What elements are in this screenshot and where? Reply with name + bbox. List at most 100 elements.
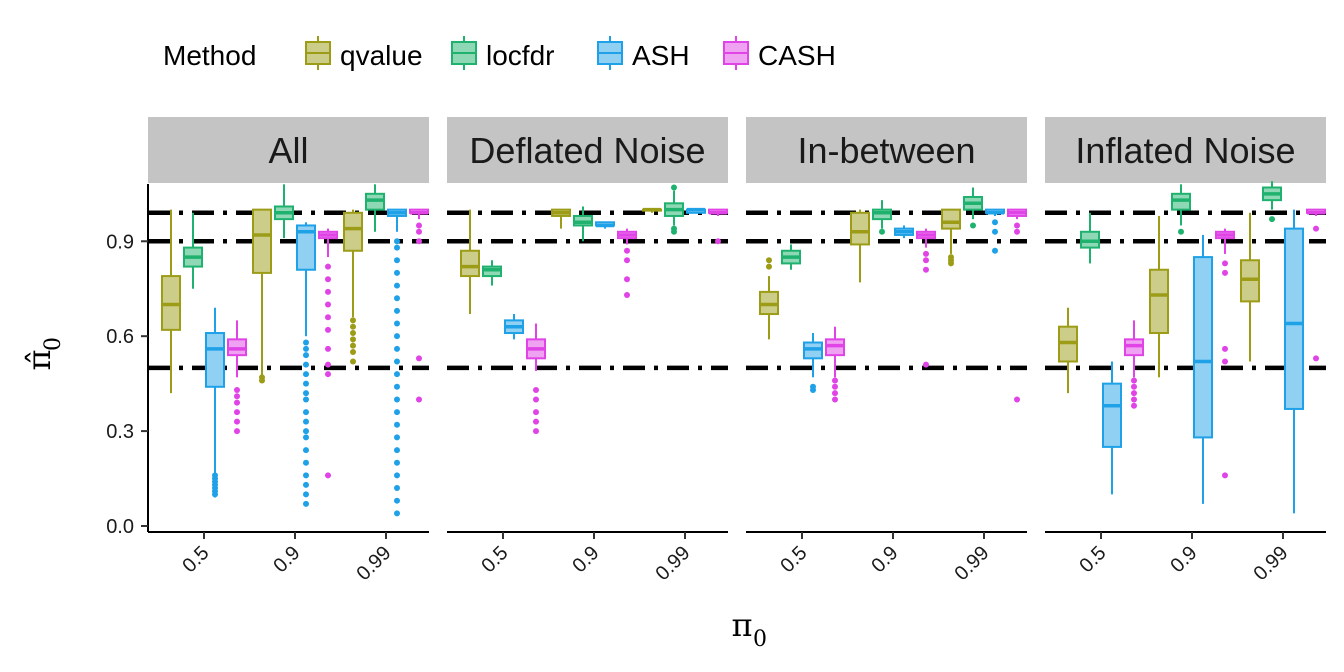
outlier-point [234,409,240,416]
outlier-point [259,374,265,381]
outlier-point [394,396,400,403]
box-ASH-0.99 [387,208,407,517]
legend-label-CASH: CASH [758,40,836,71]
outlier-point [303,472,309,479]
legend-label-qvalue: qvalue [340,40,423,71]
box-locfdr-0.9 [274,184,294,239]
outlier-point [992,228,998,235]
box-iqr [460,249,480,278]
outlier-point [394,421,400,428]
outlier-point [1014,396,1020,403]
outlier-point [1222,269,1228,276]
box-locfdr-0.5 [1080,212,1100,264]
box-CASH-0.5 [825,326,845,403]
outlier-point [624,292,630,299]
strip-background [746,117,1027,183]
box-qvalue-0.5 [759,257,779,340]
box-locfdr-0.9 [573,206,593,242]
legend: Method qvalue locfdr ASH CASH [163,36,836,71]
box-ASH-0.5 [504,314,524,340]
outlier-point [1131,390,1137,397]
outlier-point [325,472,331,479]
outlier-point [325,371,331,378]
outlier-point [671,225,677,232]
outlier-point [325,301,331,308]
panel-deflated-noise: Deflated Noise 0.5 0.9 0.99 [447,117,728,585]
box-qvalue-0.9 [551,208,571,229]
outlier-point [394,434,400,441]
outlier-point [350,323,356,330]
y-axis: 0.0 0.3 0.6 0.9 [106,184,149,538]
outlier-point [1014,222,1020,229]
box-locfdr-0.99 [1262,181,1282,223]
box-ASH-0.5 [1102,361,1122,495]
x-tick-label: 0.5 [1075,542,1110,577]
outlier-point [1222,345,1228,352]
outlier-point [1222,472,1228,479]
outlier-point [533,386,539,393]
outlier-point [671,184,677,191]
box-ASH-0.5 [205,307,225,498]
outlier-point [325,345,331,352]
outlier-point [394,282,400,289]
x-tick-label: 0.9 [269,542,304,577]
legend-key-qvalue: qvalue [305,36,423,71]
legend-key-ASH: ASH [597,36,690,71]
box-CASH-0.5 [526,323,546,435]
box-CASH-0.9 [617,228,637,299]
outlier-point [416,222,422,229]
outlier-point [416,228,422,235]
box-ASH-0.99 [686,207,706,214]
outlier-point [350,349,356,355]
outlier-point [303,434,309,441]
box-locfdr-0.9 [1171,184,1191,235]
outlier-point [923,257,929,264]
outlier-point [303,352,309,359]
outlier-point [303,500,309,507]
outlier-point [992,247,998,254]
box-iqr [1149,268,1169,335]
box-ASH-0.9 [894,225,914,239]
box-ASH-0.99 [1284,209,1304,514]
strip-label: Inflated Noise [1075,130,1295,171]
outlier-point [992,219,998,226]
outlier-point [394,257,400,264]
outlier-point [832,383,838,390]
x-tick-label: 0.5 [178,542,213,577]
outlier-point [948,254,954,261]
outlier-point [832,396,838,403]
outlier-point [416,238,422,245]
outlier-point [1313,225,1319,232]
box-CASH-0.5 [227,320,247,435]
outlier-point [303,396,309,403]
outlier-point [394,238,400,245]
box-iqr [1102,382,1122,448]
outlier-point [1178,228,1184,235]
outlier-point [234,399,240,406]
box-CASH-0.9 [916,228,936,368]
box-iqr [296,224,316,271]
outlier-point [394,510,400,517]
outlier-point [394,358,400,365]
outlier-point [533,428,539,435]
outlier-point [303,345,309,352]
outlier-point [394,269,400,276]
outlier-point [970,222,976,229]
legend-label-ASH: ASH [632,40,690,71]
outlier-point [325,263,331,270]
outlier-point [303,447,309,454]
box-ASH-0.99 [985,208,1005,254]
outlier-point [416,396,422,403]
outlier-point [1222,358,1228,365]
outlier-point [923,250,929,257]
strip-background [447,117,728,183]
outlier-point [303,409,309,416]
outlier-point [234,428,240,435]
panel-in-between: In-between 0.5 0.9 0.99 [746,117,1027,585]
strip-background [148,117,429,183]
outlier-point [624,257,630,264]
box-iqr [252,208,272,274]
outlier-point [1131,383,1137,390]
outlier-point [350,342,356,349]
y-tick-label: 0.3 [106,421,134,443]
